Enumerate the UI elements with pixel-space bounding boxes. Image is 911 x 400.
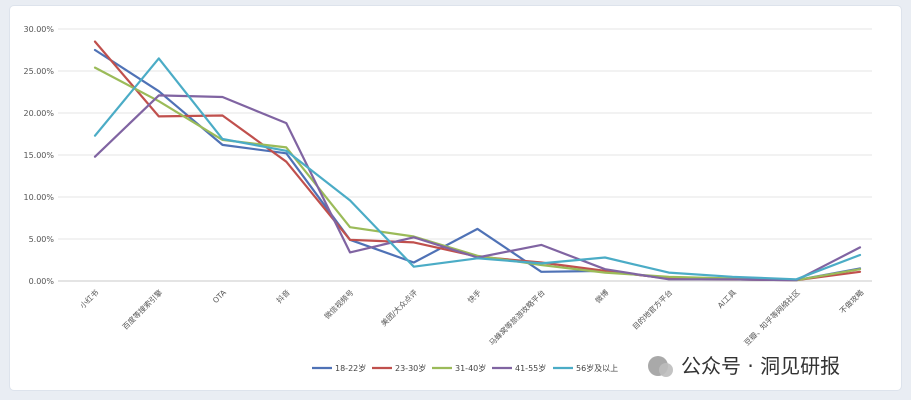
legend-label: 23-30岁: [395, 363, 426, 373]
x-tick-label: 马蜂窝等旅游攻略平台: [487, 287, 547, 347]
chart-panel: [10, 6, 901, 390]
x-tick-label: 不做攻略: [837, 287, 866, 316]
y-tick-label: 15.00%: [23, 151, 54, 160]
x-tick-label: 百度等搜索引擎: [120, 287, 165, 332]
series-line: [93, 66, 862, 282]
y-tick-label: 10.00%: [23, 193, 54, 202]
legend-label: 31-40岁: [455, 363, 486, 373]
watermark-text: 公众号 · 洞见研报: [681, 354, 840, 378]
series-line: [93, 57, 862, 281]
legend-label: 56岁及以上: [576, 363, 618, 373]
y-tick-label: 5.00%: [29, 235, 55, 244]
x-tick-label: 抖音: [274, 287, 292, 305]
series-line: [93, 40, 862, 282]
y-tick-label: 0.00%: [29, 277, 55, 286]
legend-label: 41-55岁: [515, 363, 546, 373]
y-tick-label: 20.00%: [23, 109, 54, 118]
x-tick-label: 美团/大众点评: [378, 287, 419, 328]
x-tick-label: 微信视频号: [322, 287, 356, 321]
x-tick-label: 目的地官方平台: [630, 287, 674, 331]
x-tick-label: 小红书: [77, 287, 100, 310]
wechat-icon-bubble: [659, 363, 673, 377]
x-tick-label: AI工具: [716, 288, 739, 311]
y-tick-label: 25.00%: [23, 67, 54, 76]
series-line: [93, 48, 862, 282]
legend-label: 18-22岁: [335, 363, 366, 373]
x-tick-label: OTA: [211, 287, 229, 305]
x-tick-label: 豆瓣、知乎等网络社区: [742, 287, 802, 347]
x-tick-label: 快手: [465, 287, 483, 305]
x-tick-label: 微博: [593, 287, 611, 305]
y-tick-label: 30.00%: [23, 25, 54, 34]
